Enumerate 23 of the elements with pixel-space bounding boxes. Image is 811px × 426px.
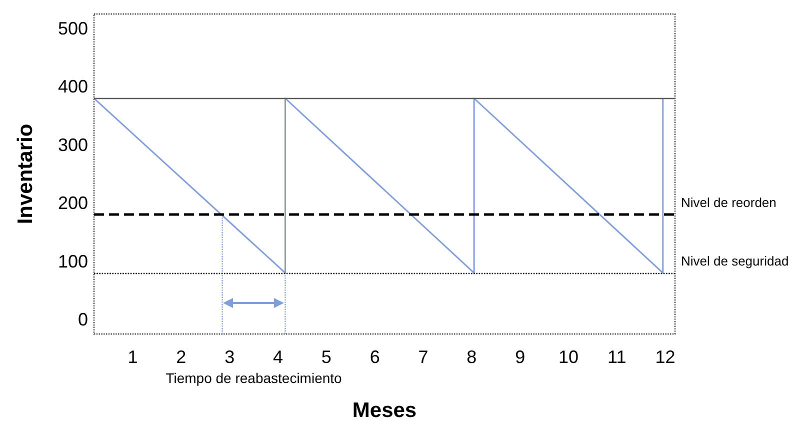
x-tick-label: 6 — [370, 347, 380, 367]
y-tick-label: 0 — [78, 309, 88, 330]
y-tick-label: 400 — [58, 76, 88, 97]
y-tick-label: 500 — [58, 18, 88, 39]
x-tick-label: 8 — [466, 347, 477, 367]
ref-line-label: Nivel de reorden — [681, 195, 776, 210]
x-tick-label: 12 — [655, 347, 676, 367]
x-tick-label: 1 — [128, 347, 138, 367]
x-tick-label: 2 — [176, 347, 186, 367]
y-tick-label: 300 — [58, 134, 88, 155]
x-axis-title: Meses — [352, 399, 417, 422]
ref-line-label: Nivel de seguridad — [681, 253, 789, 268]
y-tick-label: 200 — [58, 193, 88, 214]
x-tick-label: 5 — [321, 347, 332, 367]
x-tick-label: 4 — [272, 347, 283, 367]
y-axis-title: Inventario — [14, 124, 37, 224]
x-tick-label: 7 — [418, 347, 428, 367]
x-tick-label: 11 — [608, 347, 626, 367]
y-tick-label: 100 — [58, 251, 88, 272]
x-tick-label: 10 — [558, 347, 578, 367]
x-tick-label: 9 — [515, 347, 526, 367]
x-tick-label: 3 — [224, 347, 235, 367]
text: Tiempo de reabastecimiento — [166, 370, 342, 386]
